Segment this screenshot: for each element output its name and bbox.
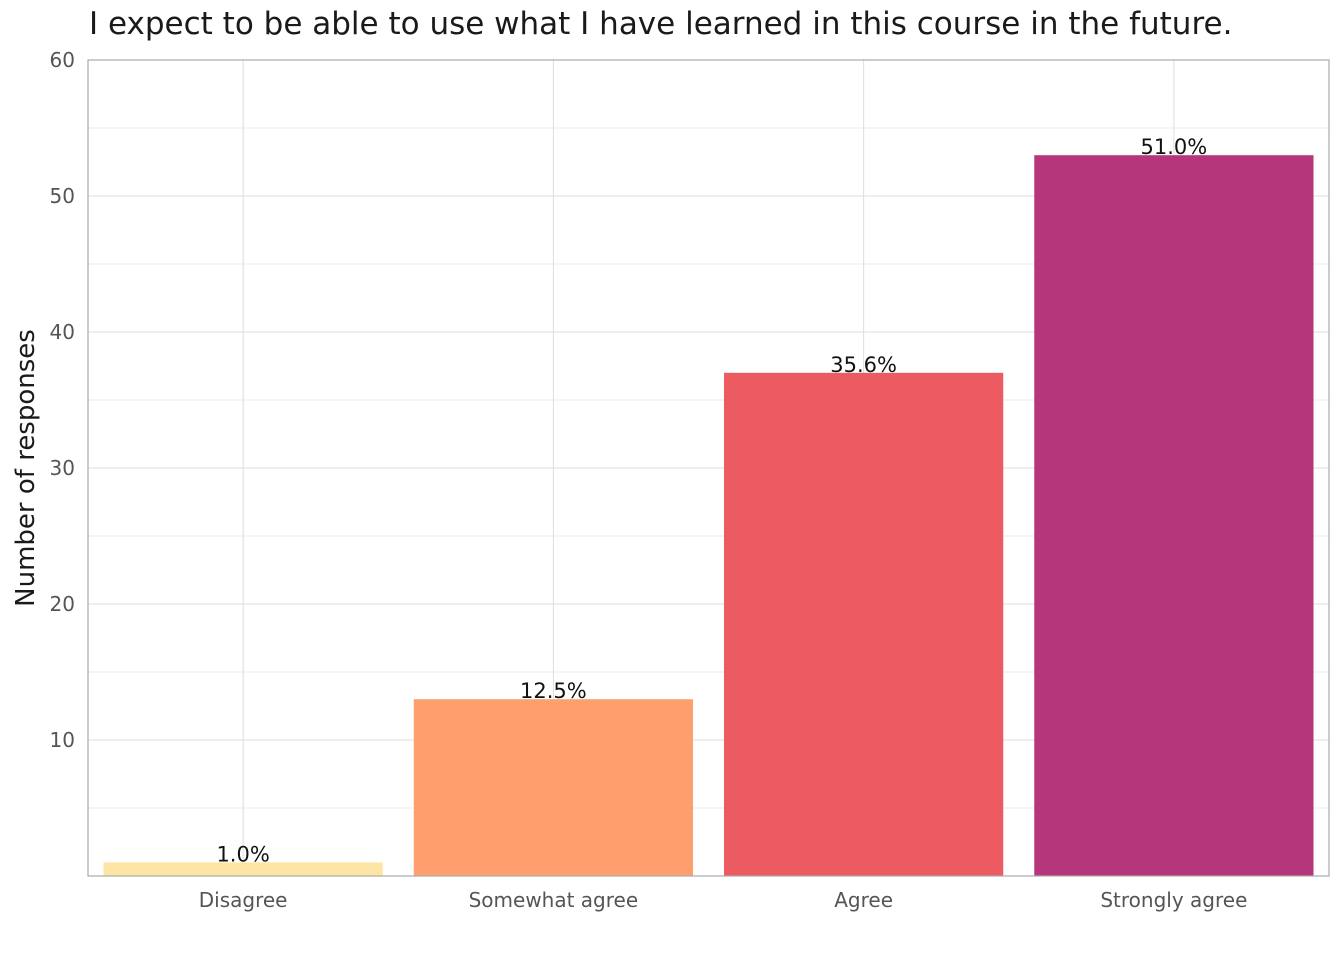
x-tick-label: Somewhat agree [469,888,639,912]
bar-strongly-agree [1034,155,1314,876]
y-tick-label: 20 [50,592,75,616]
y-tick-label: 30 [50,456,75,480]
data-label: 12.5% [520,679,587,703]
data-label: 1.0% [216,842,269,866]
chart-title: I expect to be able to use what I have l… [89,6,1233,42]
bars [103,155,1314,876]
x-tick-label: Agree [834,888,893,912]
data-label: 51.0% [1141,135,1208,159]
data-label: 35.6% [830,353,897,377]
axes: 10 20 30 40 50 60 Disagree Somewhat agree Agree S… [50,48,1330,912]
y-tick-label: 10 [50,728,75,752]
y-tick-label: 40 [50,320,75,344]
bar-agree [724,372,1004,876]
x-tick-label: Strongly agree [1100,888,1247,912]
data-labels: 1.0% 12.5% 35.6% 51.0% [216,135,1207,866]
x-tick-label: Disagree [199,888,288,912]
y-tick-label: 50 [50,184,75,208]
y-tick-label: 60 [50,48,75,72]
bar-disagree [103,862,383,876]
plot-border [87,59,1330,877]
bar-somewhat-agree [413,699,693,876]
